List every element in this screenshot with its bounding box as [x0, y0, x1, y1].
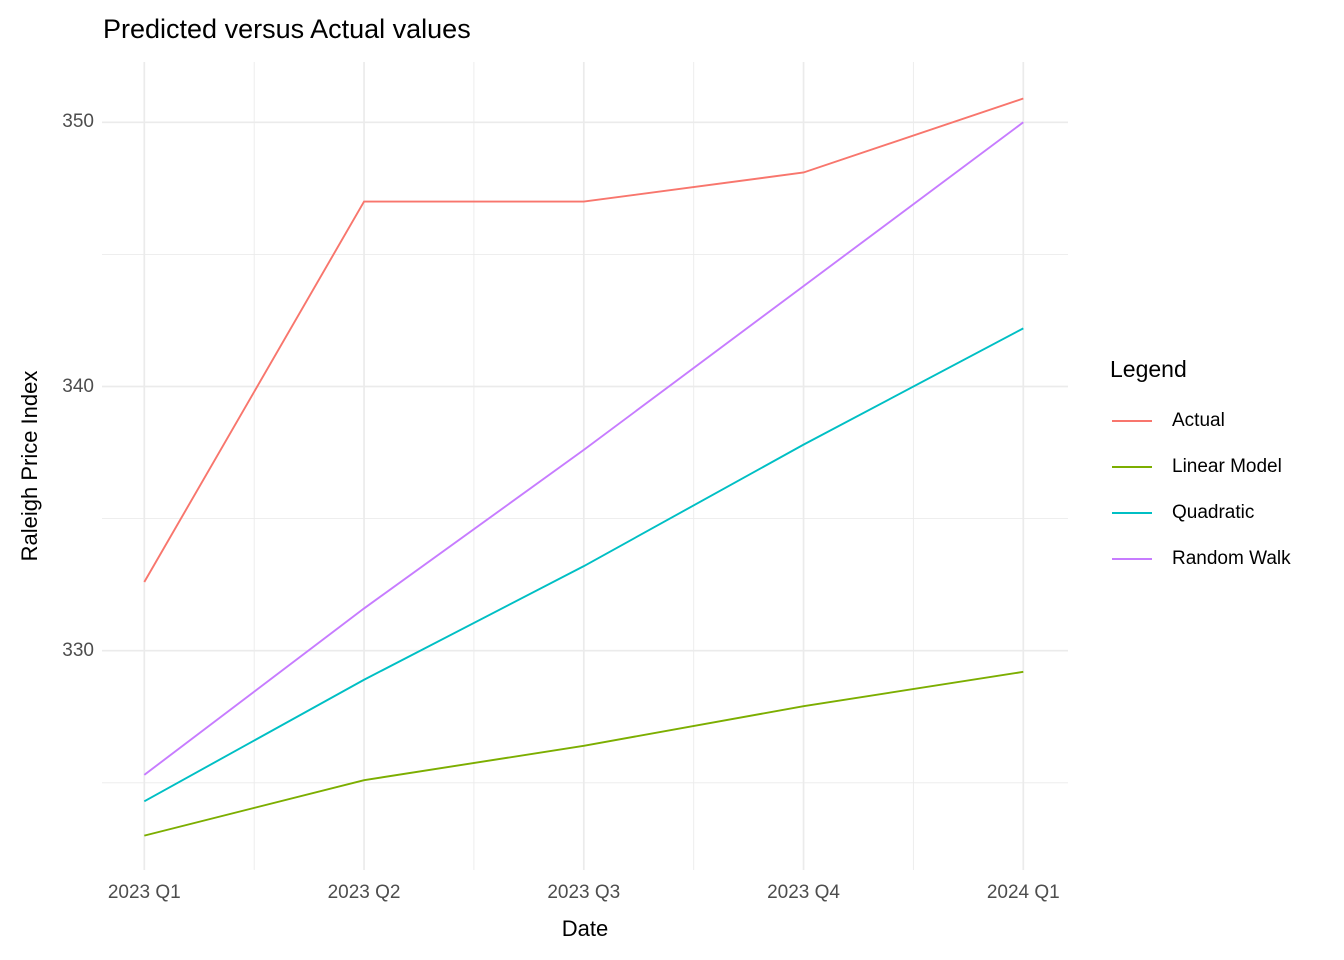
legend-title: Legend [1110, 356, 1187, 382]
legend-swatch-icon [1112, 420, 1152, 422]
legend-swatch-icon [1112, 558, 1152, 560]
y-tick-label-330: 330 [62, 639, 94, 661]
legend-swatch-icon [1112, 466, 1152, 468]
x-tick-label-4: 2024 Q1 [986, 882, 1060, 903]
y-tick-label-350: 350 [62, 111, 94, 133]
x-tick-label-1: 2023 Q2 [327, 882, 401, 903]
legend-item-label: Actual [1172, 410, 1225, 431]
series-line-quadratic [143, 327, 1024, 803]
legend-item-random-walk: Random Walk [1108, 547, 1338, 571]
x-axis-title: Date [561, 916, 609, 941]
series-line-linear-model [144, 670, 1024, 837]
legend-item-quadratic: Quadratic [1108, 501, 1338, 525]
series-line-random-walk [143, 121, 1024, 776]
series-line-actual [143, 97, 1024, 583]
legend-swatch-icon [1112, 512, 1152, 514]
y-tick-label-340: 340 [62, 375, 94, 397]
legend-item-label: Quadratic [1172, 502, 1255, 523]
chart-title: Predicted versus Actual values [103, 14, 471, 44]
y-axis-title: Raleigh Price Index [17, 370, 42, 562]
legend-item-label: Linear Model [1172, 456, 1282, 477]
legend-item-linear-model: Linear Model [1108, 455, 1338, 479]
legend-item-actual: Actual [1108, 409, 1338, 433]
legend-item-label: Random Walk [1172, 548, 1291, 569]
x-tick-label-3: 2023 Q4 [767, 882, 840, 903]
x-tick-label-0: 2023 Q1 [107, 882, 181, 903]
x-tick-label-2: 2023 Q3 [547, 882, 621, 903]
